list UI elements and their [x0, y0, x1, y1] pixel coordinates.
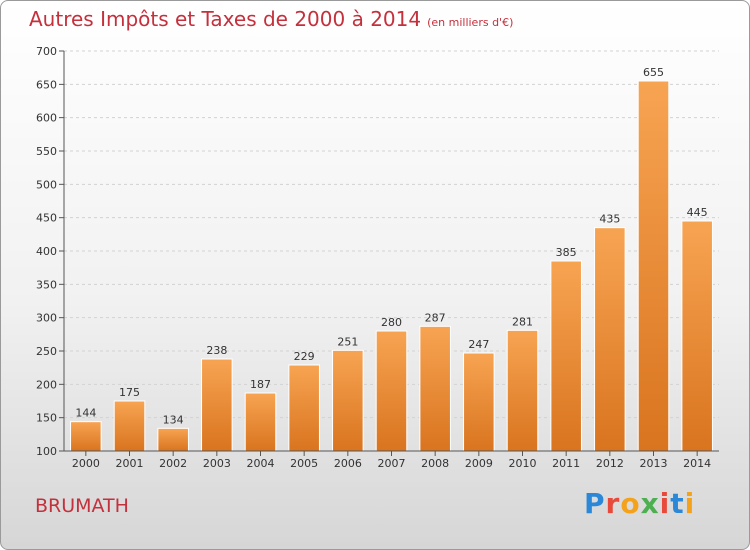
- value-label-2013: 655: [643, 66, 664, 79]
- bar-2013: [637, 80, 670, 452]
- bar-2012: [594, 227, 626, 452]
- grid-lines: [64, 50, 719, 419]
- x-tick-label-2000: 2000: [72, 457, 100, 470]
- x-tick-label-2003: 2003: [203, 457, 231, 470]
- y-tick-label: 300: [36, 312, 57, 325]
- y-tick-label: 650: [36, 78, 57, 91]
- y-tick-label: 700: [36, 45, 57, 58]
- bar-2010: [506, 329, 539, 452]
- x-tick-label-2001: 2001: [116, 457, 144, 470]
- bar-2008: [419, 325, 451, 452]
- bar-2002: [157, 427, 189, 452]
- y-tick-label: 200: [36, 378, 57, 391]
- city-name: BRUMATH: [35, 495, 129, 517]
- x-tick-label-2005: 2005: [290, 457, 318, 470]
- bar-2007: [375, 330, 408, 452]
- value-label-2014: 445: [687, 206, 708, 219]
- value-label-2008: 287: [425, 311, 446, 324]
- logo-letter: x: [640, 487, 660, 520]
- y-tick-label: 250: [36, 345, 57, 358]
- value-label-2005: 229: [294, 350, 315, 363]
- chart-title: Autres Impôts et Taxes de 2000 à 2014: [29, 7, 422, 31]
- x-tick-label-2009: 2009: [465, 457, 493, 470]
- y-tick-label: 550: [36, 145, 57, 158]
- bar-2001: [113, 400, 146, 452]
- chart-subtitle: (en milliers d'€): [427, 16, 514, 29]
- y-tick-label: 150: [36, 412, 57, 425]
- axes: 100 150 200 250 300 350 400 450 500 550 600 650 700 2…: [36, 45, 719, 470]
- bar-2009: [463, 352, 495, 452]
- bar-2004: [244, 392, 277, 452]
- x-tick-label-2012: 2012: [596, 457, 624, 470]
- x-tick-label-2014: 2014: [683, 457, 711, 470]
- value-label-2002: 134: [163, 413, 184, 426]
- x-tick-label-2006: 2006: [334, 457, 362, 470]
- y-tick-label: 450: [36, 212, 57, 225]
- value-label-2001: 175: [119, 386, 140, 399]
- x-tick-label-2008: 2008: [421, 457, 449, 470]
- logo-letter: t: [670, 487, 685, 520]
- bar-2014: [681, 220, 713, 452]
- bar-2011: [550, 260, 582, 452]
- y-tick-label: 100: [36, 445, 57, 458]
- logo-letter: i: [684, 487, 696, 520]
- y-tick-label: 350: [36, 278, 57, 291]
- logo-letter: r: [605, 487, 621, 520]
- x-tick-label-2013: 2013: [640, 457, 668, 470]
- logo-letter: o: [620, 487, 641, 520]
- y-tick-label: 500: [36, 178, 57, 191]
- x-tick-label-2004: 2004: [247, 457, 275, 470]
- value-label-2004: 187: [250, 378, 271, 391]
- value-label-2007: 280: [381, 316, 402, 329]
- proxiti-logo: Proxiti: [584, 487, 695, 520]
- logo-letter: i: [659, 487, 671, 520]
- x-tick-label-2007: 2007: [378, 457, 406, 470]
- value-label-2010: 281: [512, 315, 533, 328]
- bars: 144 175 134 238 187 229 251 280 287 247 281 385 435 6…: [70, 66, 713, 452]
- bar-2006: [332, 349, 364, 452]
- bar-2005: [288, 364, 320, 452]
- logo-letter: P: [584, 487, 606, 520]
- value-label-2011: 385: [556, 246, 577, 259]
- x-tick-label-2010: 2010: [509, 457, 537, 470]
- value-label-2009: 247: [468, 338, 489, 351]
- value-label-2000: 144: [75, 407, 96, 420]
- bar-2003: [201, 358, 233, 452]
- value-label-2012: 435: [599, 213, 620, 226]
- y-tick-label: 600: [36, 112, 57, 125]
- value-label-2003: 238: [206, 344, 227, 357]
- chart-title-block: Autres Impôts et Taxes de 2000 à 2014 (en…: [29, 7, 513, 31]
- x-tick-label-2011: 2011: [552, 457, 580, 470]
- value-label-2006: 251: [337, 335, 358, 348]
- x-tick-label-2002: 2002: [159, 457, 187, 470]
- y-tick-label: 400: [36, 245, 57, 258]
- bar-2000: [70, 421, 102, 452]
